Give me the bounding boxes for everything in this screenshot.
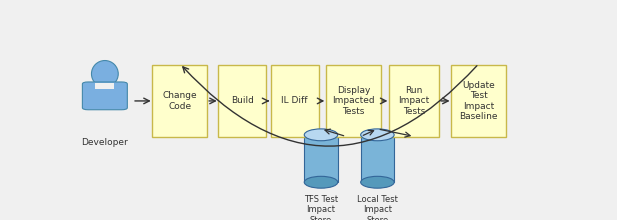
Text: Display
Impacted
Tests: Display Impacted Tests xyxy=(332,86,375,116)
Ellipse shape xyxy=(91,61,118,87)
FancyBboxPatch shape xyxy=(326,64,381,137)
Text: Local Test
Impact
Store: Local Test Impact Store xyxy=(357,195,398,220)
Ellipse shape xyxy=(304,176,337,188)
Text: IL Diff: IL Diff xyxy=(281,96,308,105)
FancyBboxPatch shape xyxy=(451,64,507,137)
FancyBboxPatch shape xyxy=(218,64,266,137)
Ellipse shape xyxy=(361,129,394,141)
Ellipse shape xyxy=(361,176,394,188)
Text: Update
Test
Impact
Baseline: Update Test Impact Baseline xyxy=(460,81,498,121)
FancyBboxPatch shape xyxy=(152,64,207,137)
Ellipse shape xyxy=(304,129,337,141)
Text: Run
Impact
Tests: Run Impact Tests xyxy=(399,86,430,116)
FancyBboxPatch shape xyxy=(389,64,439,137)
FancyBboxPatch shape xyxy=(271,64,318,137)
Text: Developer: Developer xyxy=(81,138,128,147)
FancyBboxPatch shape xyxy=(361,135,394,182)
Text: TFS Test
Impact
Store: TFS Test Impact Store xyxy=(304,195,338,220)
FancyBboxPatch shape xyxy=(83,82,127,110)
Text: Change
Code: Change Code xyxy=(163,91,197,111)
Text: Build: Build xyxy=(231,96,254,105)
FancyBboxPatch shape xyxy=(304,135,337,182)
FancyBboxPatch shape xyxy=(95,83,114,89)
